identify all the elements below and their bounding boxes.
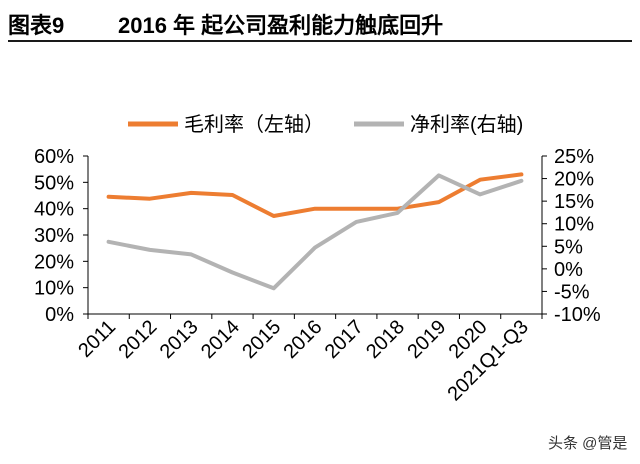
legend-label-gross-margin: 毛利率（左轴） xyxy=(184,113,324,136)
x-tick-label: 2012 xyxy=(114,316,161,363)
left-tick-label: 10% xyxy=(34,278,74,300)
right-tick-label: -10% xyxy=(554,304,601,326)
left-tick-label: 0% xyxy=(45,304,74,326)
left-tick-label: 20% xyxy=(34,251,74,273)
x-tick-label: 2013 xyxy=(156,316,203,363)
figure-title: 2016 年 起公司盈利能力触底回升 xyxy=(118,13,444,38)
x-tick-label: 2019 xyxy=(403,316,450,363)
figure-number: 图表9 xyxy=(8,13,65,38)
series-line-net-margin xyxy=(106,173,524,291)
left-tick-label: 60% xyxy=(34,146,74,168)
right-tick-label: 10% xyxy=(554,214,594,236)
right-tick-label: 20% xyxy=(554,169,594,191)
x-tick-label: 2011 xyxy=(74,316,120,362)
x-tick-label: 2018 xyxy=(362,316,409,363)
right-tick-label: 15% xyxy=(554,191,594,213)
watermark: 头条 @管是 xyxy=(548,435,628,452)
left-tick-label: 50% xyxy=(34,172,74,194)
series-line-gross-margin xyxy=(106,172,524,218)
x-tick-label: 2015 xyxy=(238,316,285,363)
right-tick-label: -5% xyxy=(554,281,590,303)
header-rule xyxy=(8,40,632,42)
x-tick-label: 2014 xyxy=(197,316,244,363)
left-tick-label: 30% xyxy=(34,225,74,247)
x-tick-label: 2016 xyxy=(280,316,327,363)
right-tick-label: 5% xyxy=(554,236,583,258)
figure-header: 图表9 2016 年 起公司盈利能力触底回升 xyxy=(0,0,640,46)
right-tick-label: 0% xyxy=(554,259,583,281)
x-tick-label: 2017 xyxy=(321,316,368,363)
legend-label-net-margin: 净利率(右轴) xyxy=(410,113,523,136)
right-tick-label: 25% xyxy=(554,146,594,168)
left-tick-label: 40% xyxy=(34,199,74,221)
